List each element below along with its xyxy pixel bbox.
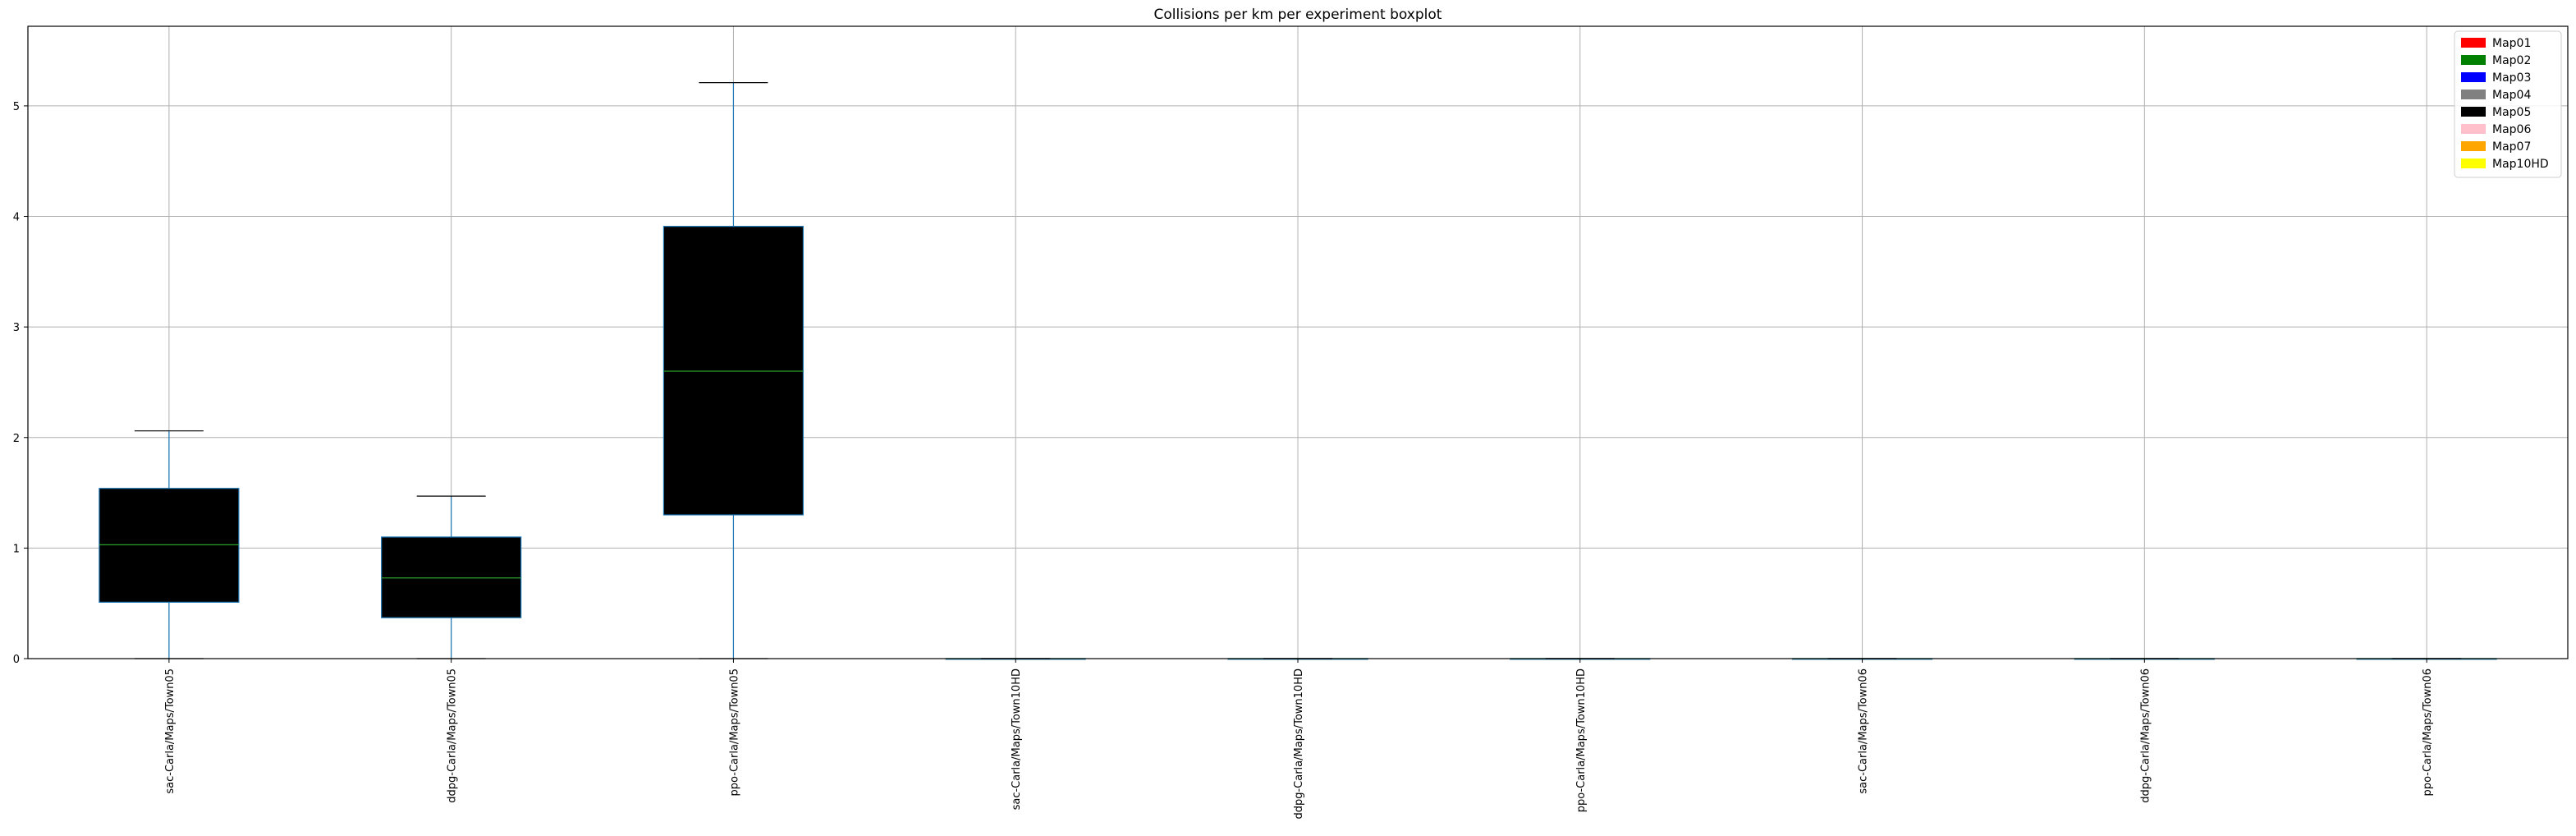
box-iqr bbox=[381, 536, 522, 618]
box-ppo-Carla/Maps/Town05 bbox=[662, 82, 804, 659]
x-tick-label: ppo-Carla/Maps/Town10HD bbox=[1575, 668, 1588, 812]
y-tick-label: 5 bbox=[13, 101, 20, 113]
legend-swatch bbox=[2461, 141, 2486, 151]
legend-swatch bbox=[2461, 38, 2486, 48]
y-tick-label: 4 bbox=[13, 212, 20, 224]
y-tick-label: 2 bbox=[13, 433, 20, 445]
box-iqr bbox=[99, 488, 240, 603]
legend-label: Map07 bbox=[2492, 140, 2531, 154]
legend-box bbox=[2454, 30, 2562, 178]
x-tick-label: ddpg-Carla/Maps/Town05 bbox=[447, 668, 459, 803]
grid-lines bbox=[28, 26, 2568, 659]
x-axis-ticks: sac-Carla/Maps/Town05 ddpg-Carla/Maps/Tow… bbox=[164, 659, 2434, 820]
y-axis-ticks: 0 1 2 3 4 5 bbox=[13, 101, 28, 666]
box-sac-Carla/Maps/Town05 bbox=[99, 430, 240, 659]
y-tick-label: 0 bbox=[13, 654, 20, 666]
legend-swatch bbox=[2461, 90, 2486, 99]
legend: Map01 Map02 Map03 Map04 Map05 Map06 Map07 Map10… bbox=[2454, 30, 2562, 178]
x-tick-label: sac-Carla/Maps/Town06 bbox=[1858, 668, 1870, 794]
legend-swatch bbox=[2461, 107, 2486, 117]
x-tick-label: ddpg-Carla/Maps/Town06 bbox=[2139, 668, 2152, 803]
box-iqr bbox=[662, 226, 804, 516]
x-tick-label: sac-Carla/Maps/Town05 bbox=[164, 668, 176, 794]
legend-swatch bbox=[2461, 72, 2486, 82]
x-tick-label: ppo-Carla/Maps/Town06 bbox=[2422, 668, 2434, 796]
box-series bbox=[99, 82, 2497, 660]
chart-title: Collisions per km per experiment boxplot bbox=[1154, 7, 1442, 23]
legend-swatch bbox=[2461, 158, 2486, 168]
x-tick-label: sac-Carla/Maps/Town10HD bbox=[1011, 668, 1023, 810]
y-tick-label: 3 bbox=[13, 322, 20, 334]
box-ddpg-Carla/Maps/Town05 bbox=[381, 495, 522, 659]
legend-label: Map05 bbox=[2492, 106, 2531, 119]
x-tick-label: ppo-Carla/Maps/Town05 bbox=[728, 668, 740, 796]
x-tick-label: ddpg-Carla/Maps/Town10HD bbox=[1293, 668, 1305, 820]
legend-label: Map04 bbox=[2492, 89, 2531, 102]
legend-label: Map10HD bbox=[2492, 158, 2549, 171]
legend-swatch bbox=[2461, 124, 2486, 134]
legend-label: Map02 bbox=[2492, 54, 2531, 67]
legend-swatch bbox=[2461, 55, 2486, 65]
legend-label: Map01 bbox=[2492, 37, 2531, 50]
legend-label: Map06 bbox=[2492, 123, 2531, 136]
legend-label: Map03 bbox=[2492, 71, 2531, 85]
y-tick-label: 1 bbox=[13, 543, 20, 555]
